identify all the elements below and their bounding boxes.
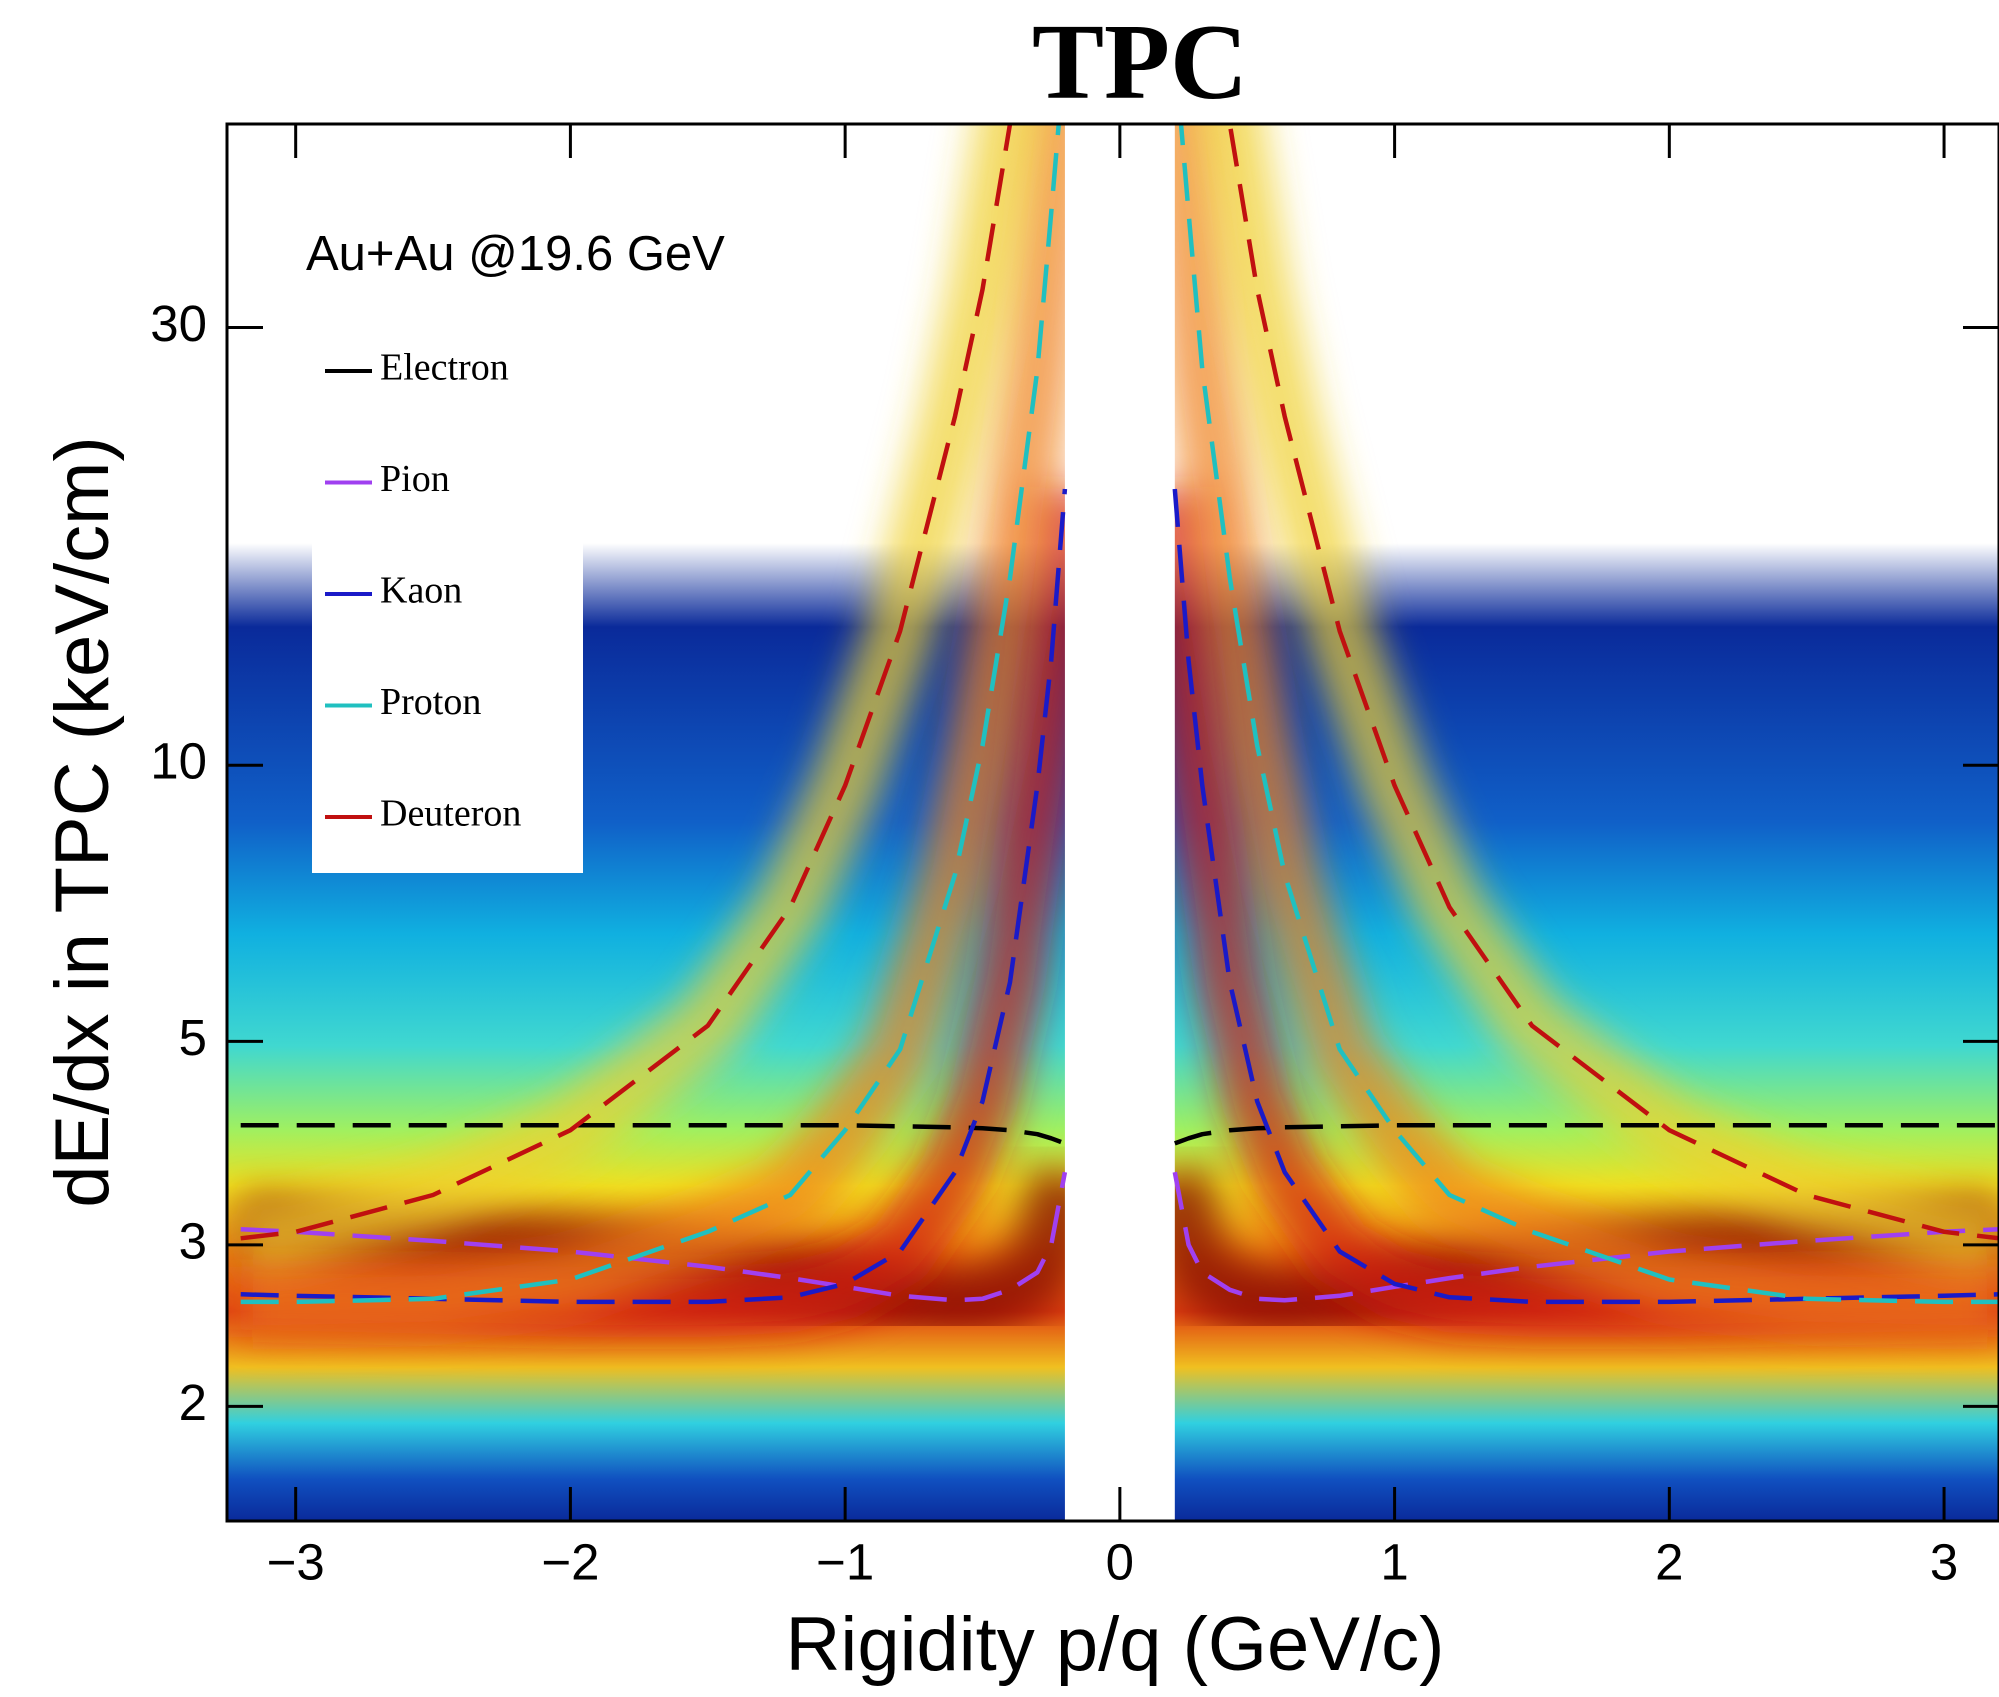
series-line: [240, 124, 1999, 1305]
axes: −3 −2 −1 0 1 2 3 2 3 5 10 30: [150, 124, 1999, 1590]
y-tick-label: 2: [179, 1374, 207, 1431]
y-tick-label: 5: [179, 1009, 207, 1066]
series-line: [240, 1171, 1999, 1303]
curves: [240, 124, 1999, 1305]
x-tick-label: −2: [541, 1533, 599, 1590]
x-tick-label: −3: [267, 1533, 325, 1590]
legend-label: Pion: [380, 458, 450, 500]
x-tick-label: 2: [1655, 1533, 1683, 1590]
y-tick-label: 3: [179, 1212, 207, 1269]
gap-layer: [1064, 124, 1175, 1521]
y-axis-title: dE/dx in TPC (keV/cm): [40, 436, 125, 1207]
x-axis-title: Rigidity p/q (GeV/c): [786, 1602, 1445, 1687]
series-line: [240, 124, 1999, 1241]
annotation: Au+Au @19.6 GeV: [306, 227, 725, 281]
legend: Electron Pion Kaon Proton Deuteron: [325, 347, 521, 835]
x-tick-label: −1: [816, 1533, 874, 1590]
series-line: [240, 1123, 1999, 1146]
legend-label: Electron: [380, 347, 509, 389]
plot-frame: [225, 122, 1999, 1523]
y-tick-label: 10: [150, 733, 207, 790]
x-tick-label: 0: [1106, 1533, 1134, 1590]
legend-label: Proton: [380, 681, 481, 723]
x-tick-label: 3: [1930, 1533, 1958, 1590]
legend-box: [312, 338, 583, 873]
y-tick-label: 30: [150, 295, 207, 352]
chart-title: TPC: [1032, 3, 1248, 122]
x-tick-label: 1: [1380, 1533, 1408, 1590]
legend-label: Kaon: [380, 570, 462, 612]
series-line: [240, 488, 1999, 1305]
legend-label: Deuteron: [380, 793, 521, 835]
empty-region: [1064, 124, 1175, 1521]
